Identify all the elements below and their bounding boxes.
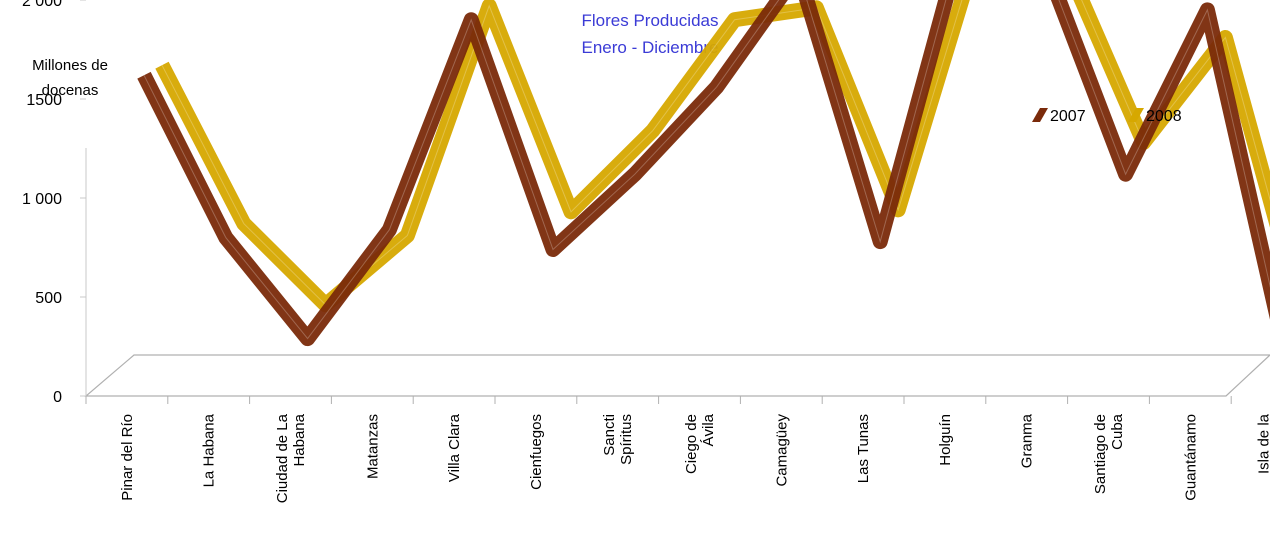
y-tick-label: 500 [35, 290, 62, 307]
x-category-label-line: Santiago de [1092, 414, 1109, 494]
x-category-label-line: Villa Clara [446, 413, 463, 482]
x-category-label: La Habana [201, 413, 218, 487]
y-axis-label-line-2: docenas [42, 82, 99, 99]
x-category-label-line: Ciego de [683, 414, 700, 474]
x-category-label-line: La Habana [201, 413, 218, 487]
x-category-label: Ciudad de La Habana [274, 413, 308, 503]
x-axis-categories: Pinar del Río La Habana Ciudad de La Habana… [85, 396, 1270, 503]
chart-title-line-2: Enero - Diciembre [582, 38, 719, 57]
chart-floor [84, 148, 1270, 397]
series-2007 [137, 0, 1270, 347]
y-tick-label: 1 000 [22, 191, 62, 208]
x-category-label-line: Spíritus [618, 414, 635, 465]
legend-swatch-2007 [1032, 108, 1048, 122]
x-category-label-line: Granma [1019, 413, 1036, 468]
x-category-label: Las Tunas [855, 414, 872, 483]
x-category-label-line: Cienfuegos [528, 414, 545, 490]
legend-swatch-2008 [1128, 108, 1144, 122]
x-category-label: Granma [1019, 413, 1036, 468]
x-category-label: Pinar del Río [119, 414, 136, 501]
x-category-label-line: Pinar del Río [119, 414, 136, 501]
x-category-label-line: Camagüey [773, 414, 790, 487]
x-category-label-line: Guantánamo [1182, 414, 1199, 501]
y-tick-label: 1500 [26, 92, 62, 109]
legend: 2007 2008 [1032, 108, 1182, 125]
x-category-label-line: Sancti [601, 414, 618, 456]
x-category-label: Isla de laJuventud [1256, 413, 1270, 474]
x-category-label: Santiago de Cuba [1092, 413, 1126, 494]
x-category-label: Holguín [937, 414, 954, 466]
x-category-label: Camagüey [773, 414, 790, 487]
x-category-label-line: Habana [291, 413, 308, 466]
x-category-label: Cienfuegos [528, 414, 545, 490]
x-category-label-line: Ávila [700, 413, 717, 446]
x-category-label-line: Matanzas [364, 414, 381, 479]
x-category-label-line: Ciudad de La [274, 413, 291, 503]
x-category-label: Matanzas [364, 414, 381, 479]
x-category-label-line: Las Tunas [855, 414, 872, 483]
x-category-label-line: Cuba [1109, 413, 1126, 450]
y-tick-label: 2 000 [22, 0, 62, 10]
x-category-label: Villa Clara [446, 413, 463, 482]
x-category-label-line: Holguín [937, 414, 954, 466]
x-category-label: Guantánamo [1182, 414, 1199, 501]
y-tick-label: 0 [53, 389, 62, 406]
series-2008 [155, 0, 1270, 313]
legend-label-2008: 2008 [1146, 108, 1182, 125]
x-category-label: Sancti Spíritus [601, 414, 635, 465]
chart-title-line-1: Flores Producidas [581, 11, 718, 30]
floor-plane [84, 354, 1270, 397]
x-category-label: Ciego de Ávila [683, 413, 717, 474]
x-category-label-line: Isla de la [1256, 413, 1270, 474]
y-axis-label-line-1: Millones de [32, 57, 108, 74]
legend-label-2007: 2007 [1050, 108, 1086, 125]
